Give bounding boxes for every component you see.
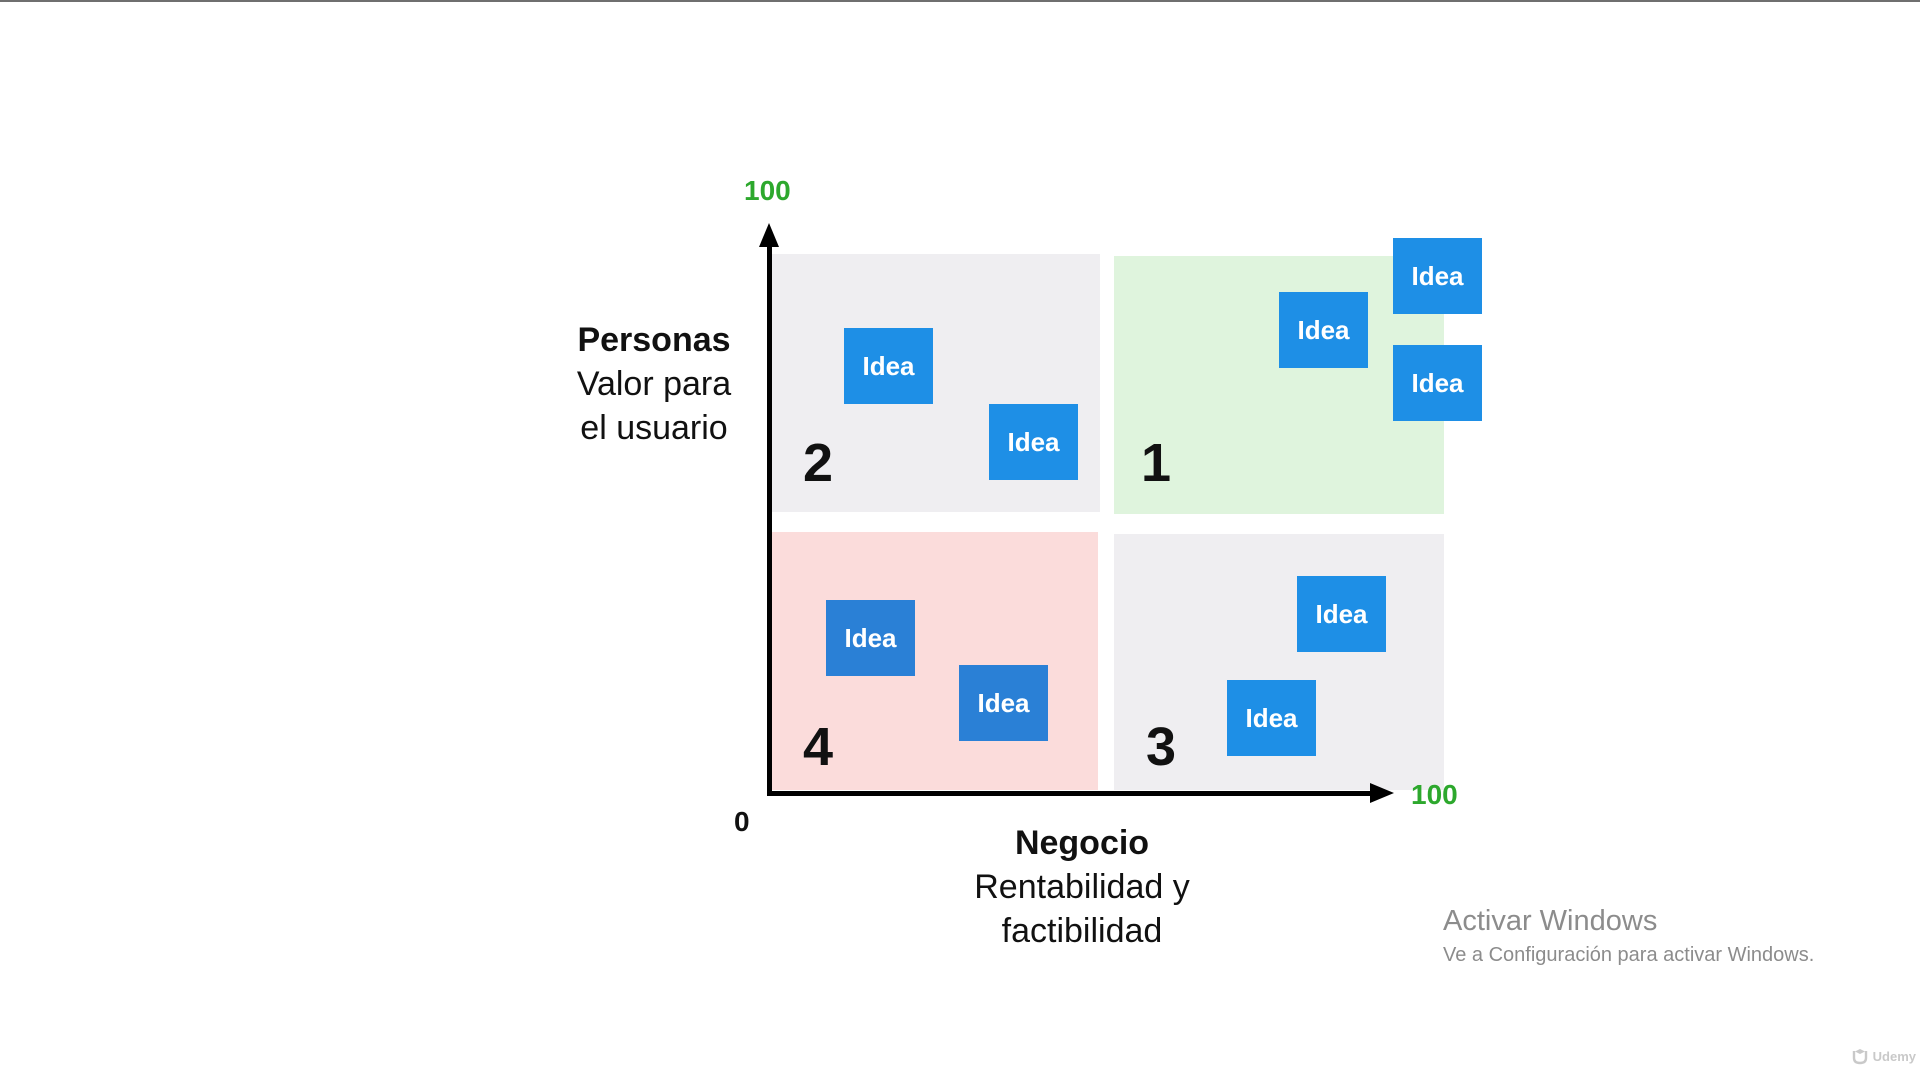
- idea-card: Idea: [1227, 680, 1316, 756]
- idea-card: Idea: [1297, 576, 1386, 652]
- windows-activation-watermark: Activar Windows Ve a Configuración para …: [1443, 903, 1814, 971]
- idea-card: Idea: [959, 665, 1048, 741]
- y-axis-subtitle-line-2: el usuario: [580, 409, 728, 447]
- quadrant-number-2: 2: [803, 433, 834, 493]
- udemy-logo: Udemy: [1851, 1047, 1916, 1065]
- idea-card: Idea: [826, 600, 915, 676]
- idea-card: Idea: [989, 404, 1078, 480]
- x-axis-arrowhead: [1370, 783, 1394, 803]
- udemy-logo-text: Udemy: [1872, 1048, 1916, 1064]
- x-axis-max-label: 100: [1411, 779, 1458, 810]
- quadrant-number-3: 3: [1146, 717, 1177, 777]
- x-axis-subtitle-line-1: Rentabilidad y: [974, 868, 1190, 906]
- y-axis-title: Personas Valor para el usuario: [548, 318, 760, 450]
- y-axis-max-label: 100: [744, 175, 791, 206]
- watermark-subtitle: Ve a Configuración para activar Windows.: [1443, 944, 1815, 966]
- y-axis-arrowhead: [759, 223, 779, 247]
- y-axis-title-main: Personas: [577, 321, 731, 359]
- idea-card: Idea: [1393, 345, 1482, 421]
- udemy-logo-icon: [1852, 1049, 1867, 1065]
- quadrant-number-4: 4: [803, 717, 834, 777]
- quadrant-number-1: 1: [1141, 433, 1172, 493]
- y-axis-subtitle-line-1: Valor para: [576, 365, 732, 403]
- top-border-line: [0, 0, 1920, 2]
- idea-card: Idea: [844, 328, 933, 404]
- idea-card: Idea: [1393, 238, 1482, 314]
- origin-label: 0: [734, 806, 750, 837]
- x-axis-line: [767, 791, 1387, 796]
- x-axis-subtitle-line-2: factibilidad: [1001, 912, 1163, 950]
- idea-card: Idea: [1279, 292, 1368, 368]
- watermark-title: Activar Windows: [1443, 905, 1658, 937]
- x-axis-title: Negocio Rentabilidad y factibilidad: [932, 821, 1232, 953]
- x-axis-title-main: Negocio: [1014, 824, 1150, 862]
- y-axis-line: [767, 245, 772, 796]
